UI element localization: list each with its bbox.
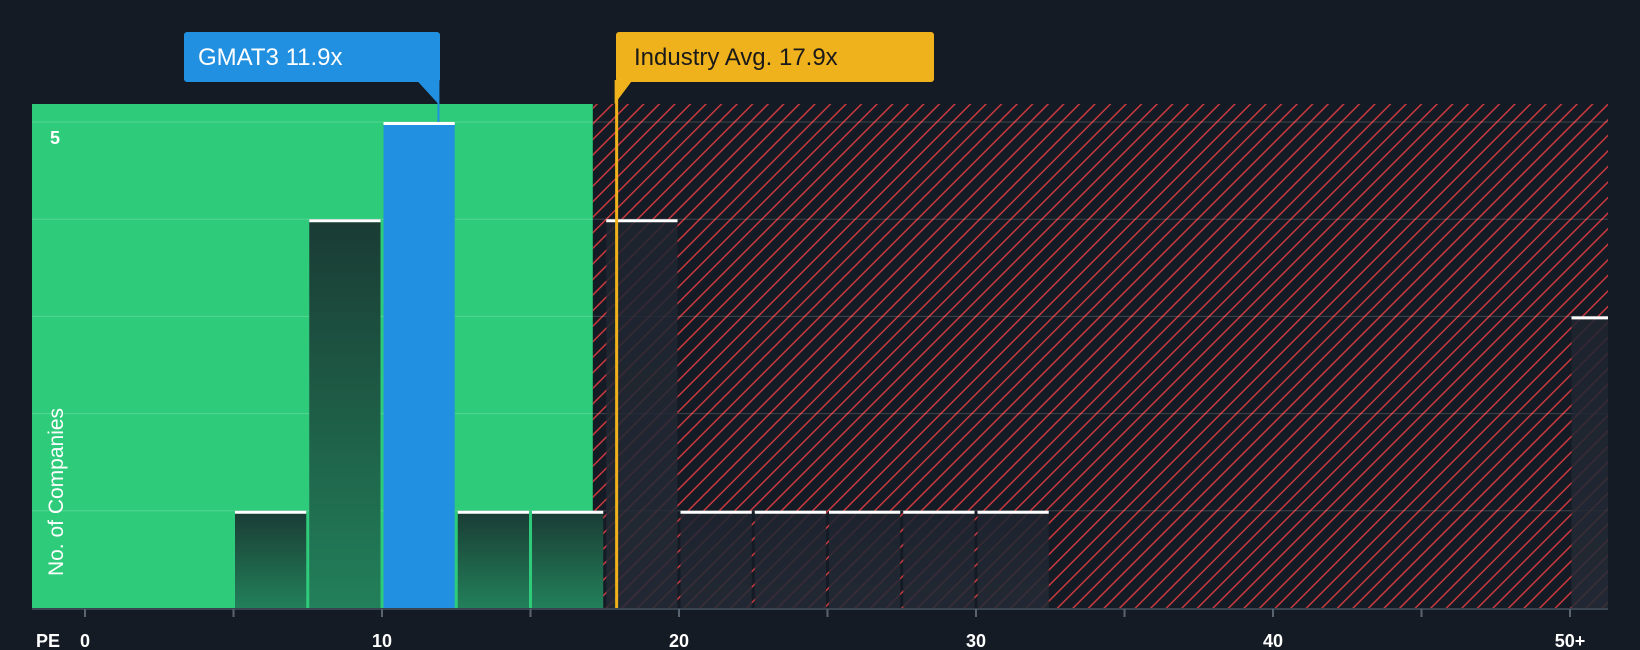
histogram-bar [532, 510, 604, 608]
company-pe-marker: GMAT3 11.9x [184, 32, 440, 122]
histogram-bar [457, 510, 529, 608]
industry-average-callout [616, 32, 934, 82]
histogram-bar [1571, 316, 1608, 608]
bars [235, 122, 1608, 608]
company-pe-label: GMAT3 11.9x [198, 44, 343, 71]
x-tick-label: 20 [669, 631, 689, 650]
histogram-bar [829, 510, 901, 608]
histogram-bar [309, 219, 381, 608]
industry-callout-pointer [614, 80, 633, 104]
histogram-bar [977, 510, 1049, 608]
x-axis-label: PE [36, 631, 60, 650]
x-axis: 0 10 20 30 40 50+ [32, 608, 1608, 650]
company-callout-pointer [416, 80, 439, 104]
y-tick-label: 5 [50, 128, 60, 148]
x-tick-label: 30 [966, 631, 986, 650]
histogram-bar [754, 510, 826, 608]
histogram-bar [235, 510, 307, 608]
y-axis-label: No. of Companies [45, 408, 68, 576]
x-tick-label: 10 [372, 631, 392, 650]
industry-average-marker: Industry Avg. 17.9x [614, 32, 934, 608]
histogram-bar [903, 510, 975, 608]
industry-average-label: Industry Avg. 17.9x [634, 44, 838, 71]
x-tick-label: 50+ [1555, 631, 1586, 650]
x-tick-label: 0 [80, 631, 90, 650]
company-pe-callout [184, 32, 440, 82]
histogram-bar [680, 510, 752, 608]
x-tick-label: 40 [1263, 631, 1283, 650]
histogram-bar [383, 122, 455, 608]
